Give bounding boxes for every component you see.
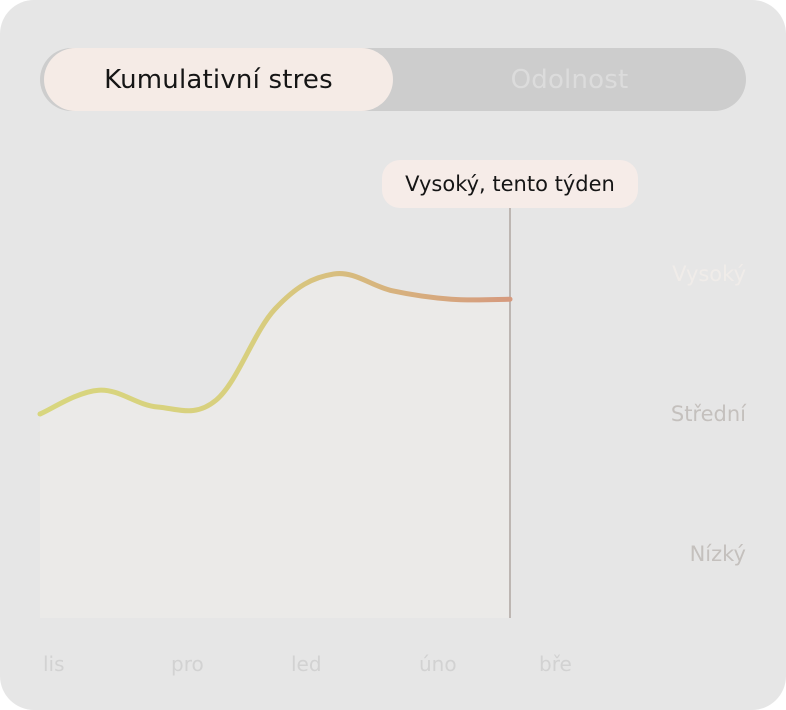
x-tick-led: led (291, 652, 322, 676)
current-value-tooltip: Vysoký, tento týden (382, 160, 638, 208)
chart-area-fill (40, 273, 510, 618)
y-level-medium: Střední (670, 402, 746, 426)
tab-cumulative-stress[interactable]: Kumulativní stres (44, 48, 393, 111)
x-tick-uno: úno (419, 652, 457, 676)
metric-toggle: Kumulativní stres Odolnost (40, 48, 746, 111)
x-tick-pro: pro (171, 652, 204, 676)
tab-resilience[interactable]: Odolnost (510, 64, 629, 95)
stress-line (37, 271, 513, 417)
y-level-low: Nízký (689, 542, 746, 566)
x-tick-bre: bře (539, 652, 572, 676)
x-tick-lis: lis (43, 652, 65, 676)
y-level-high: Vysoký (672, 262, 746, 286)
